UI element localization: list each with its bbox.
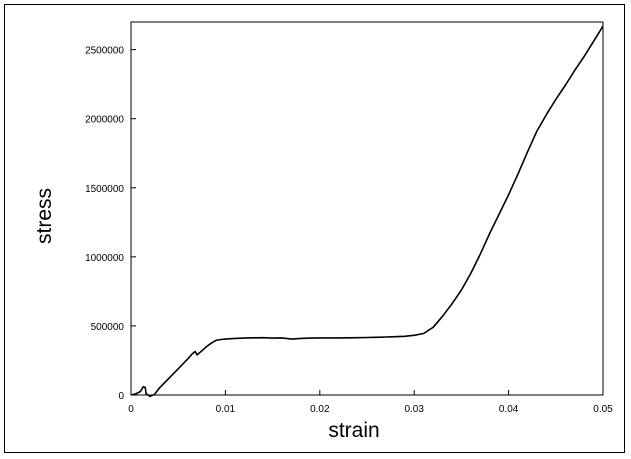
y-tick-label: 500000 xyxy=(91,322,125,333)
y-axis-title: stress xyxy=(33,188,56,244)
x-axis-title: strain xyxy=(328,419,379,442)
x-tick-label: 0.04 xyxy=(499,404,519,415)
x-tick-label: 0.02 xyxy=(310,404,330,415)
plot-area xyxy=(130,21,604,396)
x-tick-label: 0.05 xyxy=(593,404,613,415)
chart-frame: 0 0.01 0.02 0.03 0.04 0.05 0 500000 1000000 15000… xyxy=(4,4,625,453)
x-tick-label: 0.01 xyxy=(216,404,236,415)
tick-labels: 0 0.01 0.02 0.03 0.04 0.05 0 500000 1000000 15000… xyxy=(85,46,613,415)
x-tick-label: 0.03 xyxy=(404,404,424,415)
x-tick-label: 0 xyxy=(128,404,134,415)
y-tick-label: 1500000 xyxy=(85,184,124,195)
stress-strain-chart: 0 0.01 0.02 0.03 0.04 0.05 0 500000 1000000 15000… xyxy=(33,21,613,442)
y-tick-label: 0 xyxy=(118,391,124,402)
stress-strain-line xyxy=(130,25,604,398)
axis-ticks xyxy=(130,49,604,396)
y-tick-label: 2500000 xyxy=(85,46,124,57)
y-tick-label: 1000000 xyxy=(85,253,124,264)
y-tick-label: 2000000 xyxy=(85,115,124,126)
